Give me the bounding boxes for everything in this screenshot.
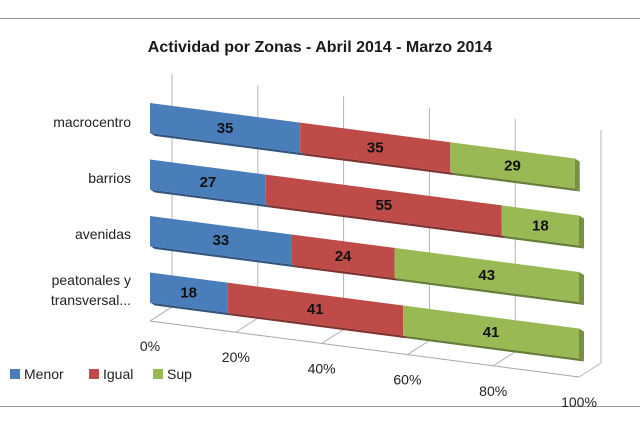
legend-swatch-sup [153, 369, 163, 379]
bar-sup [403, 305, 579, 359]
category-label: transversal... [51, 292, 131, 308]
gridline-floor [578, 362, 602, 378]
x-tick-label: 100% [561, 394, 597, 408]
bar-menor [150, 159, 266, 205]
gridline-floor [321, 328, 344, 344]
data-label: 35 [367, 139, 384, 156]
data-label: 43 [478, 267, 495, 284]
bar-menor-bottom [150, 133, 306, 156]
floor-front-edge [149, 320, 580, 378]
bar-end-face [579, 328, 584, 362]
data-label: 41 [307, 301, 324, 318]
legend: Menor Igual Sup [10, 366, 192, 382]
gridline-floor [149, 306, 173, 322]
gridline-floor [235, 317, 259, 333]
x-tick-label: 0% [140, 338, 160, 354]
data-label: 27 [200, 174, 217, 191]
data-label: 41 [483, 324, 500, 341]
legend-label-sup: Sup [167, 366, 192, 382]
bar-sup-bottom [394, 277, 584, 305]
x-tick-label: 40% [308, 360, 336, 376]
x-tick-label: 20% [222, 349, 250, 365]
bar-sup-bottom [403, 335, 584, 362]
data-label: 35 [217, 120, 234, 137]
bar-igual [300, 122, 451, 173]
data-label: 29 [504, 157, 521, 174]
data-label: 33 [212, 232, 229, 249]
data-label: 18 [532, 217, 549, 234]
bar-igual-bottom [265, 204, 507, 239]
category-label: avenidas [75, 226, 131, 242]
bar-menor-bottom [150, 246, 297, 268]
bar-igual-bottom [300, 152, 456, 176]
bar-igual [227, 282, 404, 336]
legend-swatch-menor [10, 369, 20, 379]
legend-swatch-igual [89, 369, 99, 379]
legend-label-menor: Menor [24, 366, 64, 382]
data-label: 55 [375, 197, 392, 214]
bar-sup-bottom [501, 235, 584, 249]
bar-sup [450, 142, 575, 189]
x-tick-label: 80% [479, 383, 507, 399]
chart-frame: Actividad por Zonas - Abril 2014 - Marzo… [0, 18, 640, 408]
bar-sup [501, 205, 579, 246]
bar-end-face [579, 215, 584, 249]
bar-menor [150, 103, 301, 153]
category-label: macrocentro [53, 114, 131, 130]
category-label: peatonales y [52, 272, 131, 288]
bar-end-face [574, 158, 580, 192]
bar-menor [150, 272, 228, 313]
bar-menor-bottom [150, 302, 233, 316]
category-labels: macrocentro barrios avenidas peatonales y tr… [51, 114, 131, 308]
bar-igual-bottom [291, 264, 400, 281]
data-label: 24 [335, 248, 352, 265]
legend-label-igual: Igual [103, 366, 133, 382]
category-label: barrios [88, 170, 131, 186]
bar-sup [394, 247, 579, 302]
bar-igual-bottom [227, 312, 409, 339]
bar-end-face [579, 272, 584, 305]
stacked-bar-chart: Actividad por Zonas - Abril 2014 - Marzo… [10, 39, 602, 408]
bar-igual [265, 174, 502, 236]
bar-menor-bottom [150, 189, 271, 208]
chart-title: Actividad por Zonas - Abril 2014 - Marzo… [148, 39, 492, 56]
bar-sup-bottom [450, 172, 580, 192]
gridline-floor [407, 340, 430, 356]
x-tick-label: 60% [393, 372, 421, 388]
data-label: 18 [180, 285, 197, 302]
bar-igual [291, 234, 395, 278]
x-tick-labels: 0% 20% 40% 60% 80% 100% [140, 338, 597, 408]
gridline-floor [492, 351, 516, 367]
bars: 35 35 29 27 55 18 33 24 43 18 41 41 [150, 103, 584, 362]
bar-menor [150, 216, 292, 265]
